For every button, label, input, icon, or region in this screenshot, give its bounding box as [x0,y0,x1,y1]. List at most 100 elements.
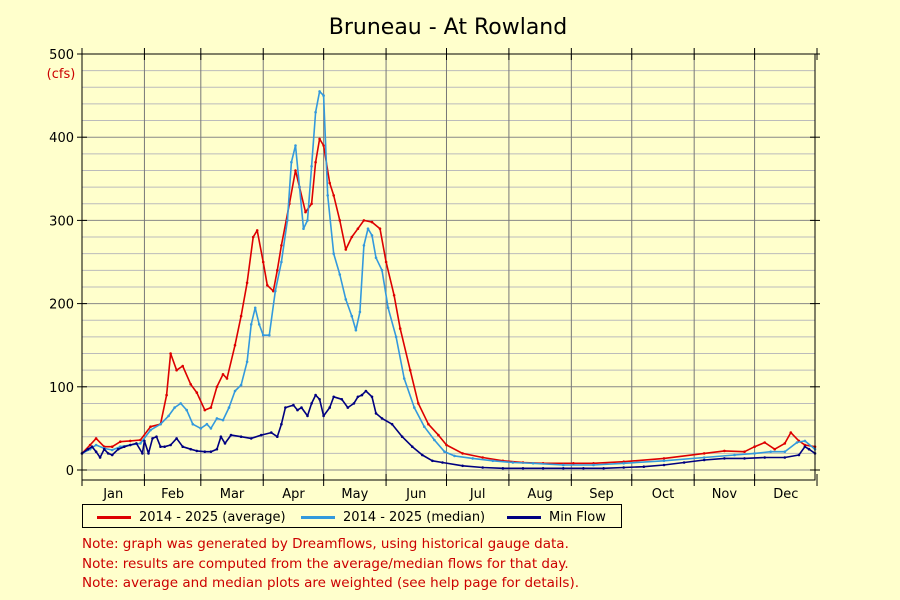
y-axis-ticks: 0 100 200 300 400 500 [49,48,820,479]
data-point [314,160,317,164]
data-point [356,227,360,230]
y-tick-label: 500 [49,48,74,63]
data-point [322,414,325,418]
data-point [253,306,257,310]
plot-area [81,53,816,481]
data-point [437,433,440,437]
data-point [302,227,305,230]
data-point [268,333,271,337]
x-tick-label: Mar [220,487,245,502]
data-point [249,323,253,326]
data-point [332,252,336,255]
data-point [149,428,152,432]
data-point [257,323,261,326]
data-point [773,447,776,451]
data-point [215,447,219,451]
legend-swatch-median [301,515,335,519]
data-point [753,445,756,449]
data-point [411,445,414,449]
data-point [328,406,332,409]
data-point [354,328,358,332]
data-point [572,462,575,465]
data-point [662,459,666,463]
data-point [215,417,219,420]
data-point [322,94,325,97]
data-point [294,169,297,172]
data-point [123,445,126,449]
data-point [195,449,199,453]
data-point [374,256,378,260]
data-point [203,450,207,454]
data-point [169,443,172,447]
data-point [743,450,746,454]
data-point [175,368,178,372]
data-point [562,463,565,467]
data-point [290,160,293,164]
data-point [511,461,515,464]
data-point [90,445,94,449]
data-point [195,391,199,394]
data-point [245,281,249,285]
data-point [338,219,342,222]
data-point [346,406,350,409]
data-point [344,298,348,301]
chart-notes: Note: graph was generated by Dreamflows,… [82,535,579,594]
data-point [274,289,277,293]
data-point [360,393,364,397]
data-point [443,450,446,454]
data-point [733,453,736,457]
data-point [296,408,299,412]
data-point [227,406,231,409]
data-point [221,418,225,422]
data-point [783,450,787,454]
data-point [129,439,132,443]
data-point [143,439,146,443]
data-point [423,425,426,429]
data-point [350,235,354,239]
data-point [461,464,464,468]
data-point [249,437,253,440]
data-point [592,463,595,467]
data-point [251,235,255,239]
data-point [795,441,799,444]
data-point [318,137,321,141]
data-point [702,458,706,462]
data-point [531,462,535,465]
data-point [314,110,317,114]
data-point [356,395,360,399]
data-point [189,447,192,451]
data-point [642,465,646,469]
data-point [402,377,406,380]
data-point [304,210,307,214]
data-point [205,422,209,426]
data-point [362,244,366,247]
data-point [245,360,249,364]
data-point [259,433,263,437]
data-point [400,435,404,439]
data-point [239,314,243,318]
data-point [702,456,706,459]
data-point [159,445,162,449]
data-point [807,447,811,451]
data-point [94,437,98,440]
data-point [521,467,525,470]
chart-legend: 2014 - 2025 (average) 2014 - 2025 (media… [82,504,622,528]
data-point [769,450,772,454]
data-point [181,445,184,449]
x-tick-label: Aug [527,487,552,502]
data-point [233,389,237,393]
grid-lines [82,53,815,480]
data-point [110,448,114,452]
x-tick-label: Jun [405,487,426,502]
x-tick-label: Dec [773,487,798,502]
chart-title: Bruneau - At Rowland [329,15,567,40]
data-point [340,398,344,401]
data-point [541,467,545,470]
series-line-0 [81,138,816,465]
y-tick-label: 400 [49,131,74,146]
data-point [723,449,726,453]
x-tick-label: Jul [469,487,486,502]
data-point [173,406,176,409]
data-point [682,461,686,464]
data-point [763,456,766,459]
